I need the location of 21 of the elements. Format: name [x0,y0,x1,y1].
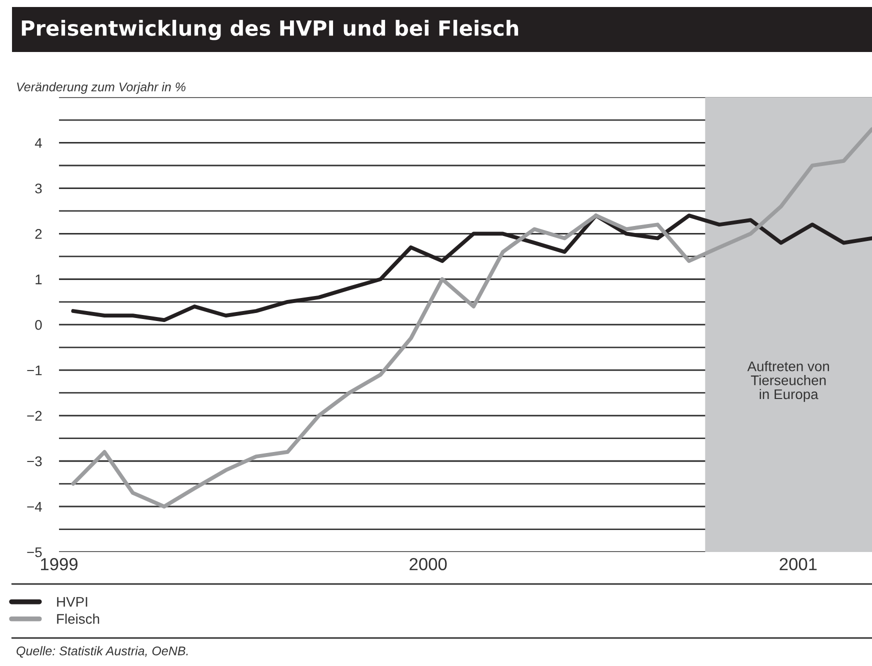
chart-title: Preisentwicklung des HVPI und bei Fleisch [22,20,518,40]
source-note: Quelle: Statistik Austria, OeNB. [16,646,188,658]
legend-label: HVPI [57,597,88,607]
band-label: Auftreten von Tierseuchen in Europa [747,361,829,402]
y-tick-label: 3 [35,184,42,194]
y-axis-title: Veränderung zum Vorjahr in % [17,82,186,94]
y-tick-label: −3 [27,456,42,466]
x-tick-label: 1999 [41,558,78,570]
y-tick-label: −4 [27,502,42,512]
y-tick-label: 1 [36,274,42,284]
legend-label: Fleisch [57,614,100,624]
line-series [71,127,872,508]
y-tick-label: −2 [27,410,42,421]
y-tick-label: 4 [34,138,42,148]
line-series [71,214,872,322]
x-tick-label: 2000 [410,558,447,570]
y-tick-label: 0 [35,320,42,330]
y-tick-label: −1 [27,366,42,376]
x-tick-label: 2001 [780,558,817,570]
y-tick-label: 2 [35,229,42,239]
y-tick-label: −5 [27,547,42,558]
